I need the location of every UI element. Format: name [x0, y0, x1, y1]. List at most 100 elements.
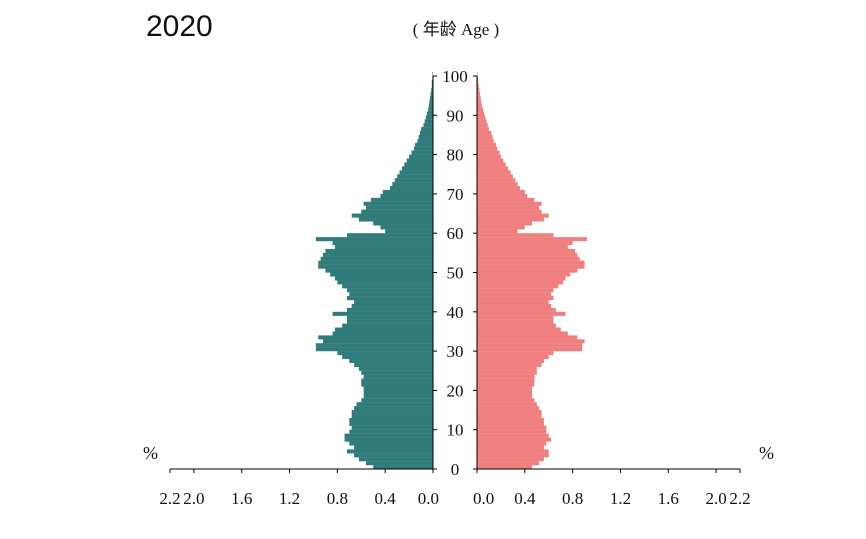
male-bar-age-55	[325, 248, 433, 253]
male-bar-age-22	[361, 378, 433, 383]
age-tick-label-70: 70	[447, 185, 464, 204]
male-bar-age-68	[370, 197, 433, 202]
age-tick-label-100: 100	[442, 67, 468, 86]
female-bar-age-97	[477, 83, 479, 88]
age-tick-label-90: 90	[447, 106, 464, 125]
female-bar-age-43	[477, 296, 554, 301]
male-bar-age-11	[349, 421, 433, 426]
female-bar-age-87	[477, 123, 488, 128]
female-bar-age-81	[477, 146, 498, 151]
female-bar-age-61	[477, 225, 525, 230]
male-bar-age-82	[415, 142, 433, 147]
male-bar-age-44	[349, 292, 433, 297]
female-bar-age-71	[477, 186, 521, 191]
male-bar-age-39	[332, 311, 433, 316]
x-tick-label-left-0.8: 0.8	[327, 489, 348, 508]
male-bar-age-87	[423, 123, 433, 128]
x-tick-label-right-0.0: 0.0	[473, 489, 494, 508]
male-bars	[315, 72, 433, 470]
female-bar-age-48	[477, 276, 566, 281]
female-bar-age-77	[477, 162, 506, 167]
male-bar-age-77	[404, 162, 433, 167]
x-tick-label-right-1.6: 1.6	[658, 489, 679, 508]
x-tick-label-left-0.4: 0.4	[375, 489, 397, 508]
male-bar-age-31	[315, 343, 433, 348]
male-bar-age-89	[425, 115, 433, 120]
female-bar-age-44	[477, 292, 552, 297]
male-bar-age-71	[389, 186, 433, 191]
male-bar-age-20	[363, 386, 433, 391]
female-bar-age-0	[477, 465, 532, 470]
female-bar-age-91	[477, 107, 483, 112]
x-tick-label-left-1.6: 1.6	[231, 489, 252, 508]
female-bar-age-28	[477, 355, 549, 360]
female-bar-age-51	[477, 264, 585, 269]
male-bar-age-40	[346, 307, 433, 312]
female-bar-age-57	[477, 241, 573, 246]
male-bar-age-92	[428, 103, 433, 108]
male-bar-age-66	[366, 205, 433, 210]
female-bar-age-53	[477, 256, 580, 261]
male-bar-age-28	[342, 355, 433, 360]
female-bar-age-6	[477, 441, 547, 446]
female-bar-age-89	[477, 115, 486, 120]
male-bar-age-34	[332, 331, 433, 336]
male-bar-age-100	[432, 72, 433, 77]
female-bar-age-64	[477, 213, 549, 218]
male-bar-age-29	[337, 351, 433, 356]
male-bar-age-61	[380, 225, 433, 230]
unit-label-right: %	[759, 443, 774, 463]
male-bar-age-36	[342, 323, 433, 328]
male-bar-age-80	[411, 150, 433, 155]
unit-label-left: %	[143, 443, 158, 463]
male-bar-age-73	[394, 178, 433, 183]
female-bar-age-50	[477, 268, 578, 273]
female-bar-age-62	[477, 221, 532, 226]
female-bar-age-42	[477, 300, 549, 305]
female-bar-age-24	[477, 370, 537, 375]
female-bar-age-9	[477, 429, 547, 434]
female-bar-age-75	[477, 170, 511, 175]
female-bar-age-84	[477, 134, 493, 140]
x-tick-label-right-1.2: 1.2	[610, 489, 631, 508]
female-bar-age-39	[477, 311, 566, 316]
male-bar-age-70	[382, 189, 433, 195]
x-tick-label-right-0.4: 0.4	[514, 489, 536, 508]
male-bar-age-30	[315, 347, 433, 352]
female-bar-age-25	[477, 366, 537, 371]
female-bar-age-16	[477, 402, 537, 407]
age-tick-label-80: 80	[447, 146, 464, 165]
female-bar-age-63	[477, 217, 544, 222]
female-bar-age-72	[477, 182, 518, 187]
female-bar-age-49	[477, 272, 571, 277]
age-tick-label-10: 10	[447, 421, 464, 440]
female-bar-age-23	[477, 374, 535, 379]
male-bar-age-9	[349, 429, 433, 434]
female-bar-age-33	[477, 335, 578, 340]
female-bar-age-22	[477, 378, 535, 383]
female-bar-age-20	[477, 386, 532, 391]
male-bar-age-1	[366, 461, 433, 466]
female-bar-age-66	[477, 205, 540, 210]
x-ticks: 2.2 2.0 1.6 1.2 0.8 0.4 0.0 0.0 0.4 0.8 1.2 1.6 2.0 2…	[159, 469, 751, 508]
male-bar-age-23	[363, 374, 433, 379]
male-bar-age-33	[318, 335, 433, 340]
male-bar-age-74	[397, 174, 433, 179]
female-bar-age-47	[477, 280, 564, 285]
female-bar-age-12	[477, 417, 544, 422]
female-bar-age-52	[477, 260, 585, 265]
female-bar-age-19	[477, 390, 532, 395]
male-bar-age-16	[356, 402, 433, 407]
female-bar-age-4	[477, 449, 549, 454]
male-bar-age-51	[318, 264, 433, 269]
x-tick-label-left-2.2: 2.2	[159, 489, 180, 508]
female-bar-age-68	[477, 197, 535, 202]
female-bar-age-21	[477, 382, 535, 387]
male-bar-age-14	[351, 410, 433, 415]
female-bar-age-10	[477, 425, 547, 430]
female-bar-age-55	[477, 248, 576, 253]
female-bar-age-76	[477, 166, 509, 171]
female-bar-age-1	[477, 461, 540, 466]
female-bar-age-38	[477, 315, 554, 320]
female-bar-age-83	[477, 138, 494, 143]
